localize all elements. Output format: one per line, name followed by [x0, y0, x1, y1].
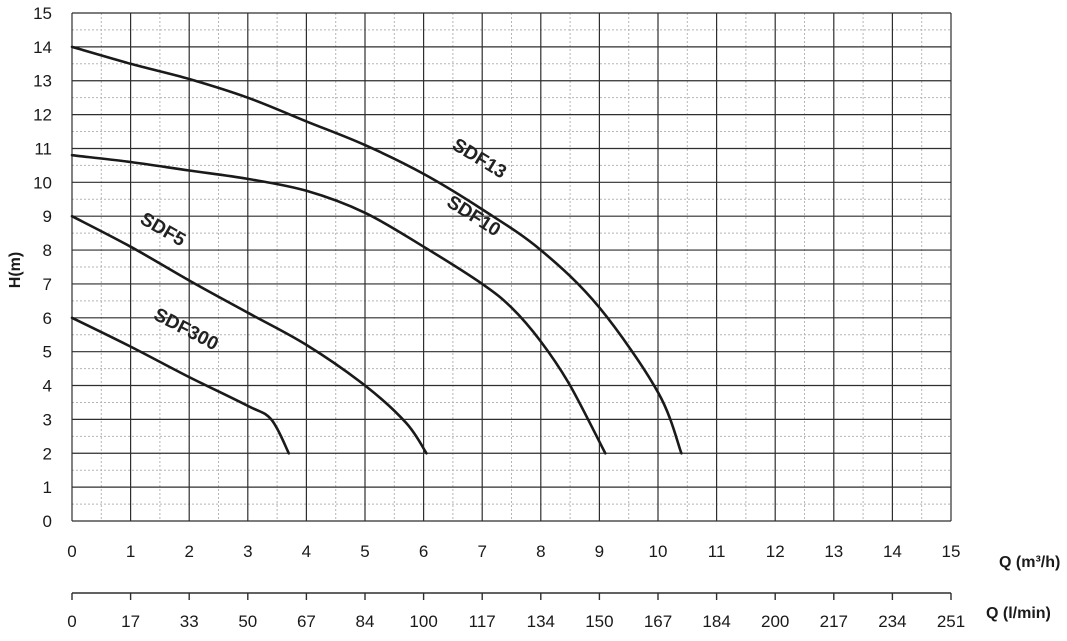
x-tick-label: 4 — [302, 542, 311, 561]
series-sdf300-line — [70, 316, 291, 455]
y-tick-label: 8 — [43, 241, 52, 260]
y-tick-label: 11 — [34, 139, 52, 158]
y-tick-label: 9 — [43, 207, 52, 226]
y-tick-label: 13 — [33, 72, 52, 91]
x2-tick-label: 200 — [761, 612, 789, 631]
x-tick-label: 13 — [824, 542, 843, 561]
curve-label-sdf5: SDF5 — [136, 209, 189, 252]
x2-tick-label: 50 — [238, 612, 257, 631]
x2-tick-label: 100 — [409, 612, 437, 631]
x-tick-label: 14 — [883, 542, 902, 561]
grid-minor — [72, 13, 951, 521]
curve-label-sdf13: SDF13 — [448, 135, 509, 184]
x-axis-ticks: 0 1 2 3 4 5 6 7 8 9 10 11 12 13 14 15 — [67, 542, 960, 561]
series-sdf10-line — [70, 153, 607, 455]
x-tick-label: 9 — [595, 542, 604, 561]
y-tick-label: 7 — [43, 275, 52, 294]
x2-tick-label: 117 — [469, 612, 496, 631]
x2-tick-label: 217 — [820, 612, 848, 631]
x2-tick-label: 67 — [297, 612, 316, 631]
x2-tick-label: 251 — [937, 612, 965, 631]
x-tick-label: 1 — [126, 542, 135, 561]
x2-tick-label: 84 — [356, 612, 375, 631]
y-tick-label: 14 — [33, 38, 52, 57]
y-tick-label: 0 — [43, 512, 52, 531]
y-tick-label: 6 — [43, 309, 52, 328]
curve-label-sdf300: SDF300 — [150, 304, 222, 355]
x2-tick-label: 134 — [527, 612, 555, 631]
y-tick-label: 3 — [43, 410, 52, 429]
y-tick-label: 5 — [43, 343, 52, 362]
y-tick-label: 2 — [43, 444, 52, 463]
y-tick-label: 10 — [33, 173, 52, 192]
x2-axis-label: Q (l/min) — [986, 605, 1051, 622]
x-tick-label: 8 — [536, 542, 545, 561]
series-sdf13-line — [70, 45, 683, 455]
x-tick-label: 11 — [708, 542, 726, 561]
y-tick-label: 15 — [33, 4, 52, 23]
x2-tick-label: 33 — [180, 612, 199, 631]
x2-tick-label: 234 — [878, 612, 906, 631]
series-lines — [70, 45, 683, 455]
x2-tick-label: 167 — [644, 612, 672, 631]
y-tick-label: 4 — [43, 377, 52, 396]
x-tick-label: 15 — [942, 542, 961, 561]
x-tick-label: 0 — [67, 542, 76, 561]
x-tick-label: 12 — [766, 542, 785, 561]
y-tick-label: 12 — [33, 106, 52, 125]
x-tick-label: 5 — [360, 542, 369, 561]
x2-axis: 0 17 33 50 67 84 100 117 134 150 167 184 200 217 234 25… — [67, 592, 965, 631]
x-tick-label: 2 — [184, 542, 193, 561]
x2-tick-label: 17 — [121, 612, 140, 631]
grid-major — [71, 12, 952, 522]
x-axis-label: Q (m³/h) — [999, 554, 1060, 571]
x2-tick-label: 0 — [67, 612, 76, 631]
x-tick-label: 3 — [243, 542, 252, 561]
x-tick-label: 7 — [477, 542, 486, 561]
x-tick-label: 10 — [649, 542, 668, 561]
x2-tick-label: 150 — [585, 612, 613, 631]
x-tick-label: 6 — [419, 542, 428, 561]
y-tick-label: 1 — [43, 478, 52, 497]
series-sdf5-line — [70, 214, 428, 455]
x2-tick-label: 184 — [702, 612, 730, 631]
y-axis-label: H(m) — [7, 252, 24, 288]
